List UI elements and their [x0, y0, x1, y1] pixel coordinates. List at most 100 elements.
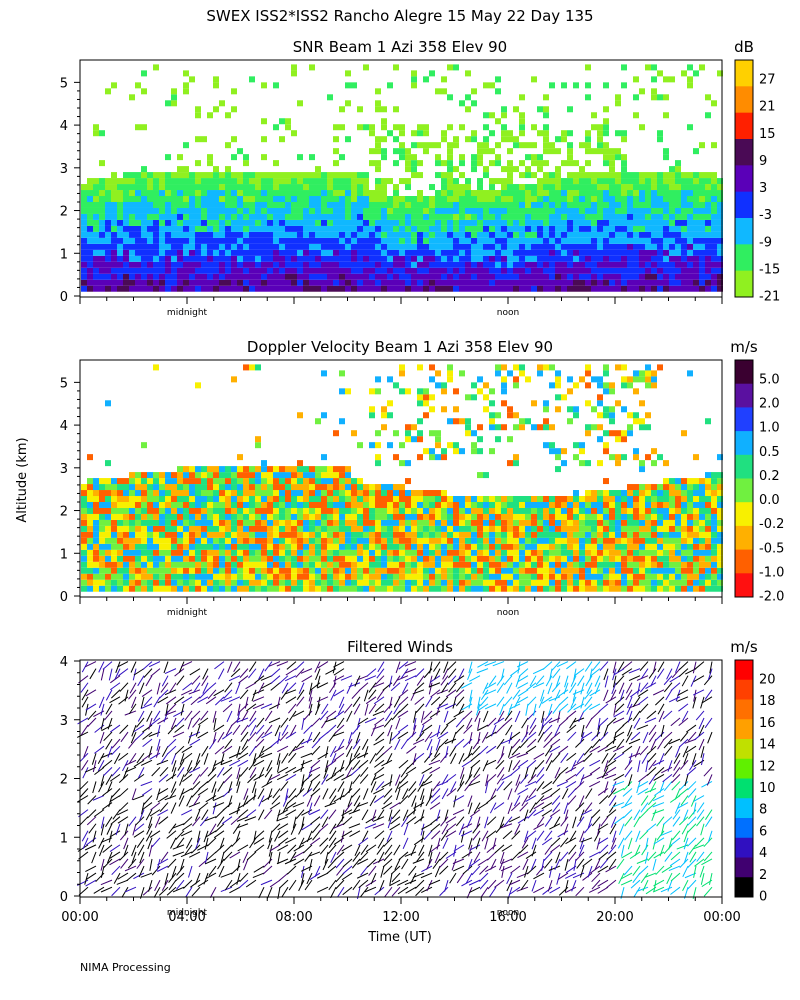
snr-cell: [435, 237, 441, 244]
snr-cell: [621, 207, 627, 214]
snr-cell: [615, 201, 621, 208]
doppler-cell: [393, 543, 399, 550]
snr-cell: [141, 243, 147, 250]
doppler-cell: [423, 573, 429, 580]
snr-cell: [477, 207, 483, 214]
doppler-cell: [129, 496, 135, 502]
snr-cell: [483, 148, 489, 155]
snr-cell: [561, 225, 567, 232]
doppler-cell: [561, 501, 567, 508]
snr-cell: [177, 225, 183, 232]
snr-cell: [693, 219, 699, 226]
snr-cell: [327, 178, 333, 185]
doppler-cell: [573, 501, 579, 508]
snr-cell: [303, 273, 309, 280]
doppler-cell: [309, 531, 315, 538]
snr-cell: [159, 255, 165, 262]
snr-cell: [585, 196, 591, 202]
doppler-cell: [537, 585, 543, 592]
snr-cell: [261, 207, 267, 214]
doppler-cell: [375, 525, 381, 532]
snr-cell: [117, 279, 123, 286]
snr-cell: [645, 207, 651, 214]
doppler-cell: [105, 484, 111, 491]
snr-cell: [351, 225, 357, 232]
snr-cell: [609, 172, 615, 179]
doppler-cell: [417, 400, 423, 407]
doppler-cell: [567, 496, 573, 502]
doppler-cell: [201, 466, 207, 473]
doppler-cell: [117, 490, 123, 497]
snr-cell: [579, 178, 585, 185]
snr-cell: [525, 225, 531, 232]
snr-cell: [309, 267, 315, 274]
snr-cell: [459, 201, 465, 208]
doppler-cell: [201, 573, 207, 580]
doppler-cell: [225, 567, 231, 574]
snr-cell: [435, 267, 441, 274]
snr-cell: [123, 184, 129, 191]
colorbar-tick-label: 3: [759, 181, 767, 196]
doppler-cell: [165, 549, 171, 556]
snr-cell: [189, 207, 195, 214]
snr-cell: [111, 243, 117, 250]
snr-cell: [387, 213, 393, 220]
snr-cell: [195, 136, 201, 143]
wind-barb: [77, 717, 89, 725]
doppler-cell: [261, 478, 267, 485]
doppler-cell: [489, 561, 495, 568]
snr-cell: [579, 231, 585, 238]
snr-cell: [585, 190, 591, 197]
snr-cell: [219, 285, 225, 292]
snr-cell: [309, 154, 315, 161]
snr-cell: [285, 196, 291, 202]
snr-cell: [519, 219, 525, 226]
doppler-cell: [369, 484, 375, 491]
doppler-cell: [153, 585, 159, 592]
doppler-cell: [543, 525, 549, 532]
doppler-cell: [669, 478, 675, 485]
snr-cell: [225, 112, 231, 119]
doppler-cell: [81, 490, 87, 497]
snr-cell: [657, 94, 663, 101]
doppler-cell: [159, 537, 165, 544]
doppler-cell: [705, 567, 711, 574]
snr-cell: [513, 225, 519, 232]
snr-cell: [537, 285, 543, 292]
snr-cell: [609, 184, 615, 191]
doppler-cell: [183, 519, 189, 526]
snr-cell: [717, 225, 723, 232]
doppler-cell: [105, 585, 111, 592]
snr-cell: [201, 279, 207, 286]
snr-cell: [603, 82, 609, 89]
snr-cell: [657, 70, 663, 77]
snr-cell: [243, 219, 249, 226]
doppler-cell: [711, 549, 717, 556]
snr-cell: [501, 124, 507, 131]
snr-cell: [99, 279, 105, 286]
snr-cell: [243, 273, 249, 280]
snr-cell: [519, 213, 525, 220]
doppler-cell: [417, 579, 423, 586]
snr-cell: [681, 207, 687, 214]
doppler-cell: [297, 531, 303, 538]
snr-cell: [585, 207, 591, 214]
snr-cell: [675, 273, 681, 280]
snr-cell: [555, 237, 561, 244]
snr-cell: [357, 207, 363, 214]
snr-cell: [627, 255, 633, 262]
snr-cell: [111, 201, 117, 208]
snr-cell: [405, 279, 411, 286]
snr-cell: [399, 148, 405, 155]
snr-cell: [411, 231, 417, 238]
snr-cell: [225, 190, 231, 197]
snr-cell: [243, 279, 249, 286]
doppler-cell: [585, 525, 591, 532]
doppler-cell: [699, 496, 705, 502]
snr-cell: [591, 190, 597, 197]
doppler-cell: [711, 537, 717, 544]
snr-cell: [213, 285, 219, 292]
snr-cell: [99, 285, 105, 292]
doppler-cell: [483, 525, 489, 532]
doppler-cell: [465, 513, 471, 520]
